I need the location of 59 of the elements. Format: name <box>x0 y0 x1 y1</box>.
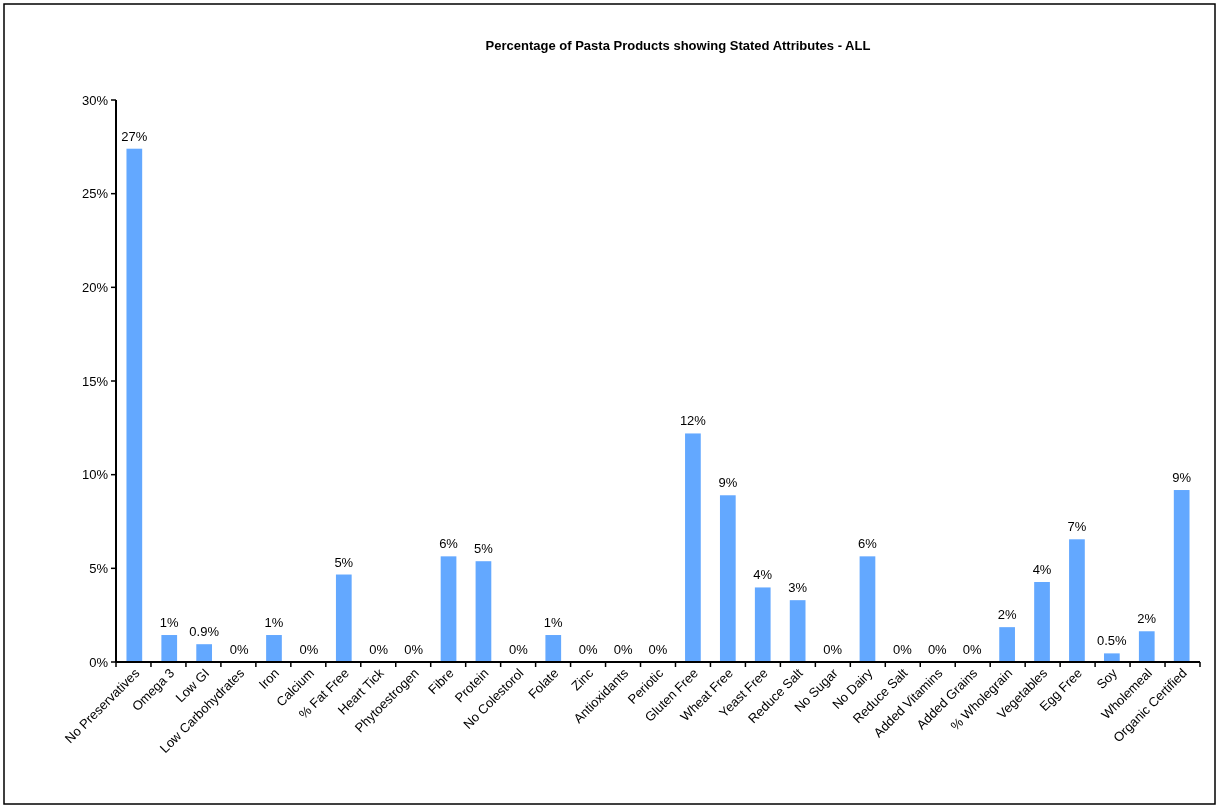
data-label: 0.9% <box>189 624 220 640</box>
bar <box>859 556 876 662</box>
bar <box>440 556 457 662</box>
data-label: 0% <box>823 642 843 657</box>
x-tick-label: Iron <box>255 665 283 692</box>
data-label: 1% <box>264 615 284 631</box>
y-tick-label: 20% <box>81 279 109 295</box>
bar <box>999 627 1015 662</box>
data-label: 0% <box>299 642 319 657</box>
data-label: 0% <box>962 642 983 657</box>
data-label: 27% <box>121 128 148 144</box>
bar <box>196 644 213 662</box>
bar <box>1069 539 1085 662</box>
data-label: 0% <box>404 642 424 657</box>
data-label: 0% <box>613 642 633 657</box>
bar <box>754 587 771 662</box>
chart-title: Percentage of Pasta Products showing Stated Attributes - ALL <box>485 38 871 53</box>
y-tick-label: 25% <box>81 186 109 202</box>
data-label: 9% <box>1172 470 1192 486</box>
data-label: 1% <box>543 615 564 631</box>
data-label: 12% <box>679 413 707 429</box>
bar <box>545 635 562 662</box>
data-label: 5% <box>474 541 494 557</box>
data-label: 2% <box>997 607 1017 623</box>
bar <box>335 574 352 662</box>
bar <box>1103 653 1120 662</box>
bar <box>475 561 492 662</box>
data-label: 2% <box>1137 611 1157 627</box>
data-label: 6% <box>858 536 878 552</box>
y-tick-label: 5% <box>89 560 109 576</box>
bar <box>1173 490 1190 662</box>
bar <box>685 433 701 662</box>
bar <box>266 635 282 662</box>
data-label: 4% <box>1032 562 1052 578</box>
data-label: 0% <box>369 642 389 657</box>
data-label: 4% <box>753 567 773 583</box>
y-tick-label: 10% <box>81 467 109 483</box>
data-label: 0% <box>892 642 913 657</box>
data-label: 7% <box>1067 519 1087 535</box>
data-label: 0% <box>229 642 249 657</box>
bar <box>161 635 178 662</box>
data-label: 0% <box>508 642 529 657</box>
bar <box>789 600 806 662</box>
data-label: 6% <box>439 536 459 552</box>
data-label: 0% <box>648 642 668 657</box>
y-tick-label: 15% <box>81 373 109 389</box>
bar <box>126 148 143 662</box>
data-label: 5% <box>334 554 354 570</box>
bar <box>1034 582 1050 662</box>
data-label: 3% <box>788 580 808 596</box>
data-label: 0% <box>578 642 599 657</box>
y-tick-label: 30% <box>81 92 109 108</box>
y-tick-label: 0% <box>89 654 109 670</box>
data-label: 0% <box>927 642 948 657</box>
data-label: 9% <box>718 475 738 491</box>
bar <box>1138 631 1155 662</box>
data-label: 1% <box>159 615 180 631</box>
bar <box>719 495 736 662</box>
data-label: 0.5% <box>1097 633 1128 649</box>
